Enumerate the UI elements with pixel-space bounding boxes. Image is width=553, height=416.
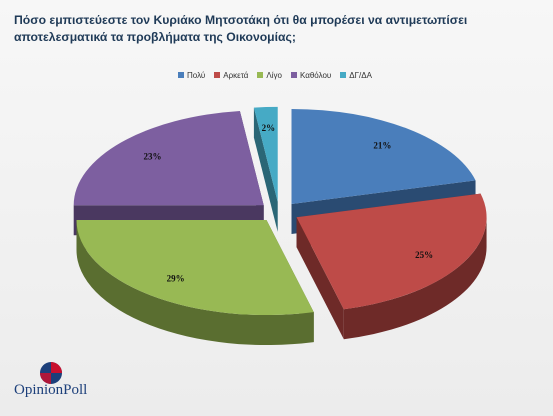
pie-slice-2 bbox=[76, 220, 314, 316]
pie-data-label: 23% bbox=[144, 151, 162, 161]
logo-text: OpinionPoll bbox=[14, 382, 88, 398]
legend-item-katholou: Καθόλου bbox=[290, 70, 332, 80]
pie-slice-rim bbox=[76, 220, 314, 346]
pie-slice-0 bbox=[291, 108, 476, 204]
pie-slice-wall bbox=[253, 107, 278, 232]
pie-slice-rim bbox=[343, 217, 487, 340]
legend-label: Πολύ bbox=[187, 70, 206, 80]
opinionpoll-logo: OpinionPoll bbox=[10, 360, 100, 404]
pie-data-label: 2% bbox=[262, 123, 276, 133]
pie-data-label: 21% bbox=[373, 140, 391, 150]
legend-swatch bbox=[290, 72, 297, 78]
pie-data-label: 29% bbox=[167, 274, 185, 284]
chart-legend: Πολύ Αρκετά Λίγο Καθόλου ΔΓ/ΔΑ bbox=[178, 69, 372, 81]
pie-slice-side bbox=[253, 107, 278, 232]
pie-slice-1 bbox=[296, 193, 487, 310]
pie-slice-3 bbox=[73, 111, 264, 206]
legend-label: Αρκετά bbox=[223, 70, 249, 80]
legend-label: Καθόλου bbox=[299, 70, 332, 80]
pie-slice-wall bbox=[296, 217, 344, 340]
legend-swatch bbox=[340, 72, 347, 78]
legend-label: Λίγο bbox=[266, 70, 282, 80]
pie-slice-4 bbox=[253, 106, 278, 202]
legend-label: ΔΓ/ΔΑ bbox=[349, 70, 372, 80]
opinionpoll-logo-icon bbox=[40, 362, 62, 384]
legend-swatch bbox=[178, 72, 184, 78]
legend-swatch bbox=[257, 72, 264, 78]
legend-item-arketa: Αρκετά bbox=[214, 71, 248, 80]
pie-data-label: 25% bbox=[415, 250, 433, 260]
legend-swatch bbox=[214, 72, 221, 78]
chart-title: Πόσο εμπιστεύεστε τον Κυριάκο Μητσοτάκη … bbox=[14, 13, 468, 44]
legend-item-poly: Πολύ bbox=[178, 71, 205, 80]
legend-item-ligo: Λίγο bbox=[257, 71, 282, 80]
legend-item-dgda: ΔΓ/ΔΑ bbox=[340, 71, 372, 80]
